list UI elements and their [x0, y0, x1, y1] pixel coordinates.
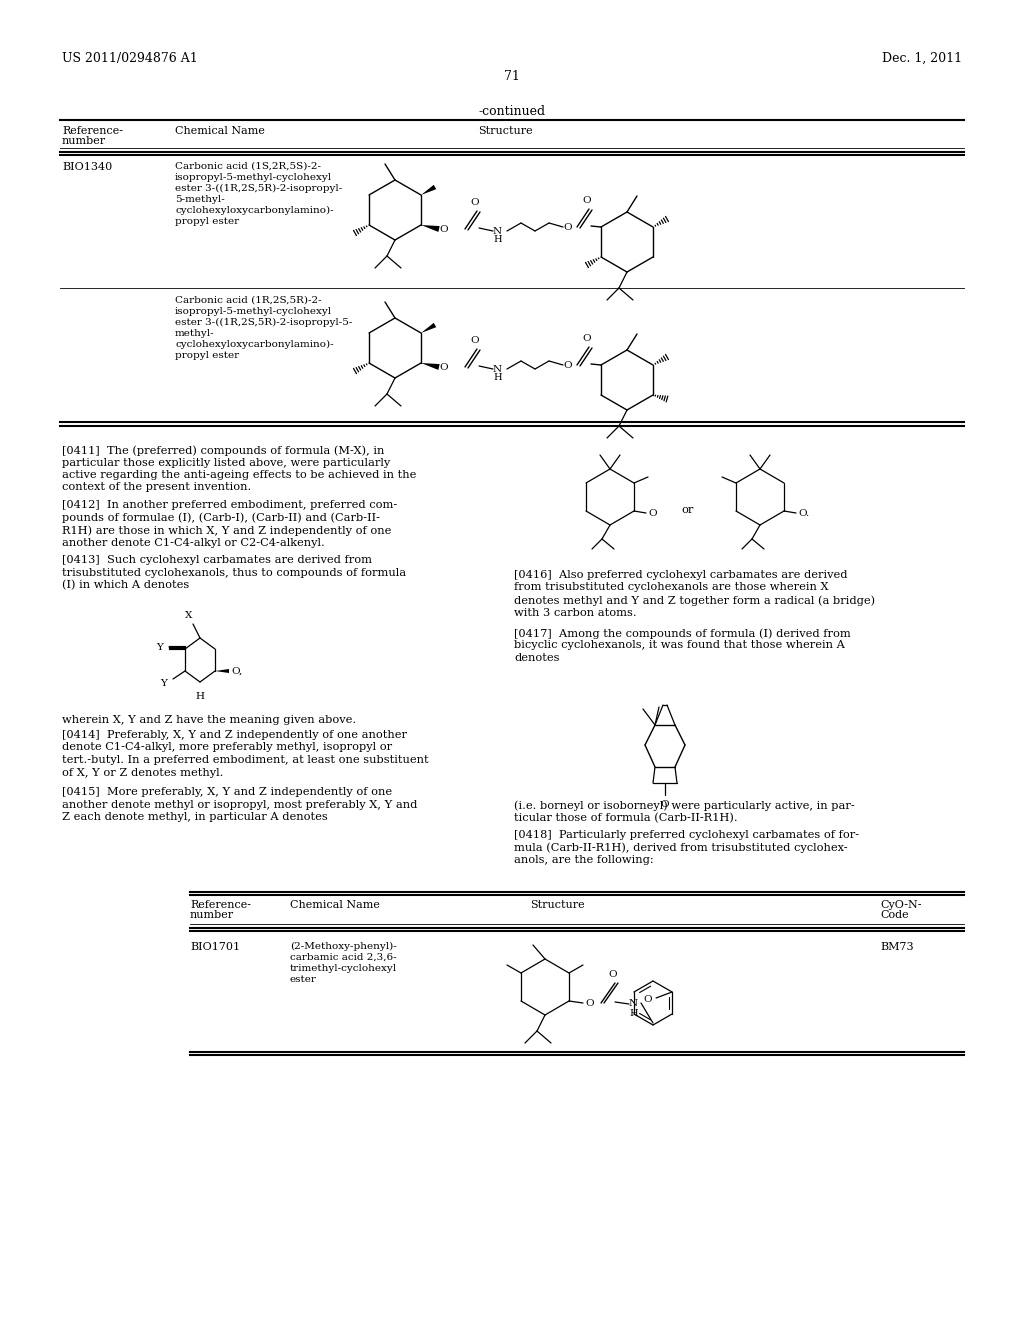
Text: trisubstituted cyclohexanols, thus to compounds of formula: trisubstituted cyclohexanols, thus to co… — [62, 568, 407, 578]
Text: mula (Carb-II-R1H), derived from trisubstituted cyclohex-: mula (Carb-II-R1H), derived from trisubs… — [514, 842, 848, 853]
Text: Carbonic acid (1S,2R,5S)-2-: Carbonic acid (1S,2R,5S)-2- — [175, 162, 321, 172]
Text: O: O — [471, 337, 479, 345]
Polygon shape — [421, 363, 439, 370]
Text: H: H — [196, 692, 205, 701]
Text: N: N — [629, 999, 638, 1008]
Text: particular those explicitly listed above, were particularly: particular those explicitly listed above… — [62, 458, 390, 467]
Text: O: O — [583, 195, 591, 205]
Text: ester 3-((1R,2S,5R)-2-isopropyl-: ester 3-((1R,2S,5R)-2-isopropyl- — [175, 183, 342, 193]
Text: 5-methyl-: 5-methyl- — [175, 195, 224, 205]
Text: propyl ester: propyl ester — [175, 216, 240, 226]
Text: Structure: Structure — [478, 125, 532, 136]
Text: isopropyl-5-methyl-cyclohexyl: isopropyl-5-methyl-cyclohexyl — [175, 173, 332, 182]
Text: CyO-N-: CyO-N- — [880, 900, 922, 909]
Text: Z each denote methyl, in particular A denotes: Z each denote methyl, in particular A de… — [62, 812, 328, 822]
Text: pounds of formulae (I), (Carb-I), (Carb-II) and (Carb-II-: pounds of formulae (I), (Carb-I), (Carb-… — [62, 512, 380, 523]
Text: [0417]  Among the compounds of formula (I) derived from: [0417] Among the compounds of formula (I… — [514, 628, 851, 639]
Text: O: O — [439, 363, 447, 371]
Text: cyclohexyloxycarbonylamino)-: cyclohexyloxycarbonylamino)- — [175, 206, 334, 215]
Text: R1H) are those in which X, Y and Z independently of one: R1H) are those in which X, Y and Z indep… — [62, 525, 391, 536]
Text: propyl ester: propyl ester — [175, 351, 240, 360]
Polygon shape — [421, 323, 436, 333]
Text: denotes methyl and Y and Z together form a radical (a bridge): denotes methyl and Y and Z together form… — [514, 595, 876, 606]
Text: ticular those of formula (Carb-II-R1H).: ticular those of formula (Carb-II-R1H). — [514, 813, 737, 822]
Text: [0412]  In another preferred embodiment, preferred com-: [0412] In another preferred embodiment, … — [62, 500, 397, 510]
Text: O: O — [563, 360, 571, 370]
Text: ester: ester — [290, 975, 316, 983]
Text: N: N — [493, 364, 502, 374]
Text: or: or — [682, 506, 694, 515]
Text: [0416]  Also preferred cyclohexyl carbamates are derived: [0416] Also preferred cyclohexyl carbama… — [514, 570, 848, 579]
Text: (I) in which A denotes: (I) in which A denotes — [62, 579, 189, 590]
Text: O: O — [439, 224, 447, 234]
Polygon shape — [421, 224, 439, 232]
Text: BM73: BM73 — [880, 942, 913, 952]
Text: [0418]  Particularly preferred cyclohexyl carbamates of for-: [0418] Particularly preferred cyclohexyl… — [514, 830, 859, 840]
Text: wherein X, Y and Z have the meaning given above.: wherein X, Y and Z have the meaning give… — [62, 715, 356, 725]
Text: BIO1701: BIO1701 — [190, 942, 240, 952]
Text: O: O — [563, 223, 571, 231]
Text: O: O — [643, 995, 652, 1005]
Text: another denote C1-C4-alkyl or C2-C4-alkenyl.: another denote C1-C4-alkyl or C2-C4-alke… — [62, 537, 325, 548]
Text: Chemical Name: Chemical Name — [175, 125, 265, 136]
Text: (i.e. borneyl or isoborneyl) were particularly active, in par-: (i.e. borneyl or isoborneyl) were partic… — [514, 800, 855, 810]
Text: O: O — [471, 198, 479, 207]
Text: O,: O, — [231, 667, 243, 676]
Text: [0415]  More preferably, X, Y and Z independently of one: [0415] More preferably, X, Y and Z indep… — [62, 787, 392, 797]
Text: bicyclic cyclohexanols, it was found that those wherein A: bicyclic cyclohexanols, it was found tha… — [514, 640, 845, 651]
Text: [0411]  The (preferred) compounds of formula (M-X), in: [0411] The (preferred) compounds of form… — [62, 445, 384, 455]
Text: H: H — [629, 1010, 638, 1019]
Text: Y: Y — [156, 643, 163, 652]
Text: O: O — [608, 970, 617, 979]
Text: cyclohexyloxycarbonylamino)-: cyclohexyloxycarbonylamino)- — [175, 341, 334, 348]
Text: O: O — [660, 800, 670, 809]
Text: O: O — [583, 334, 591, 343]
Polygon shape — [215, 669, 229, 673]
Text: trimethyl-cyclohexyl: trimethyl-cyclohexyl — [290, 964, 397, 973]
Text: isopropyl-5-methyl-cyclohexyl: isopropyl-5-methyl-cyclohexyl — [175, 308, 332, 315]
Text: H: H — [493, 235, 502, 244]
Text: 71: 71 — [504, 70, 520, 83]
Text: ester 3-((1R,2S,5R)-2-isopropyl-5-: ester 3-((1R,2S,5R)-2-isopropyl-5- — [175, 318, 352, 327]
Text: X: X — [185, 611, 193, 620]
Text: Carbonic acid (1R,2S,5R)-2-: Carbonic acid (1R,2S,5R)-2- — [175, 296, 322, 305]
Text: methyl-: methyl- — [175, 329, 215, 338]
Text: O: O — [585, 998, 594, 1007]
Text: (2-Methoxy-phenyl)-: (2-Methoxy-phenyl)- — [290, 942, 396, 952]
Text: denote C1-C4-alkyl, more preferably methyl, isopropyl or: denote C1-C4-alkyl, more preferably meth… — [62, 742, 392, 752]
Text: with 3 carbon atoms.: with 3 carbon atoms. — [514, 607, 637, 618]
Text: O: O — [648, 508, 656, 517]
Text: from trisubstituted cyclohexanols are those wherein X: from trisubstituted cyclohexanols are th… — [514, 582, 828, 593]
Polygon shape — [421, 185, 436, 195]
Text: number: number — [190, 909, 234, 920]
Text: [0413]  Such cyclohexyl carbamates are derived from: [0413] Such cyclohexyl carbamates are de… — [62, 554, 372, 565]
Text: Reference-: Reference- — [190, 900, 251, 909]
Text: Chemical Name: Chemical Name — [290, 900, 380, 909]
Text: -continued: -continued — [478, 106, 546, 117]
Text: Code: Code — [880, 909, 908, 920]
Text: BIO1340: BIO1340 — [62, 162, 113, 172]
Text: active regarding the anti-ageing effects to be achieved in the: active regarding the anti-ageing effects… — [62, 470, 417, 480]
Text: of X, Y or Z denotes methyl.: of X, Y or Z denotes methyl. — [62, 767, 223, 777]
Text: Y: Y — [160, 678, 167, 688]
Text: Structure: Structure — [530, 900, 585, 909]
Text: carbamic acid 2,3,6-: carbamic acid 2,3,6- — [290, 953, 396, 962]
Text: tert.-butyl. In a preferred embodiment, at least one substituent: tert.-butyl. In a preferred embodiment, … — [62, 755, 429, 766]
Text: O.: O. — [798, 508, 809, 517]
Text: another denote methyl or isopropyl, most preferably X, Y and: another denote methyl or isopropyl, most… — [62, 800, 418, 809]
Text: context of the present invention.: context of the present invention. — [62, 483, 251, 492]
Text: H: H — [493, 374, 502, 383]
Text: Reference-: Reference- — [62, 125, 123, 136]
Text: Dec. 1, 2011: Dec. 1, 2011 — [882, 51, 962, 65]
Text: anols, are the following:: anols, are the following: — [514, 855, 653, 865]
Text: US 2011/0294876 A1: US 2011/0294876 A1 — [62, 51, 198, 65]
Text: N: N — [493, 227, 502, 235]
Text: denotes: denotes — [514, 653, 559, 663]
Text: number: number — [62, 136, 106, 147]
Text: [0414]  Preferably, X, Y and Z independently of one another: [0414] Preferably, X, Y and Z independen… — [62, 730, 407, 741]
